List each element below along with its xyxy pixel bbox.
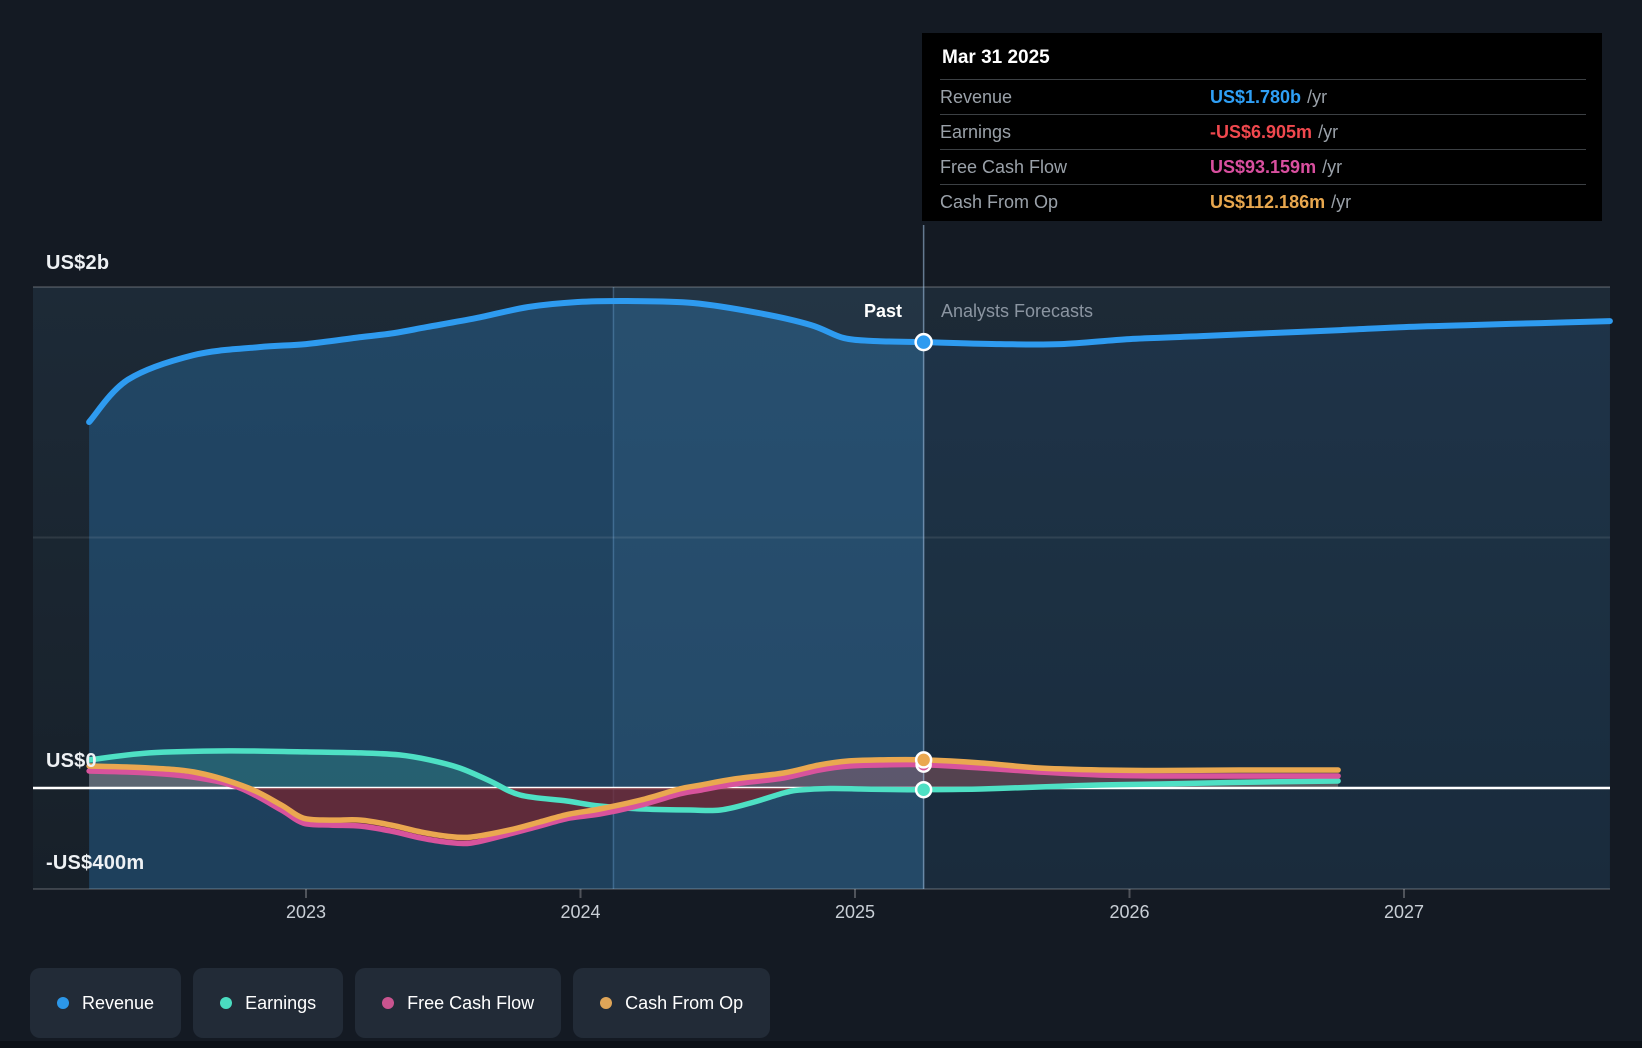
earnings-area (89, 750, 1339, 788)
tooltip-row-label: Earnings (940, 121, 1012, 142)
legend-free-cash-flow[interactable]: Free Cash Flow (355, 968, 562, 1038)
free-cash-flow-area (89, 764, 1339, 788)
tooltip-row-label: Cash From Op (940, 191, 1059, 212)
earnings-line (86, 748, 1341, 814)
revenue-area-forecast (923, 321, 1610, 890)
tooltip-date: Mar 31 2025 (942, 47, 1050, 68)
tooltip-row: Earnings -US$6.905m/yr (940, 114, 1586, 149)
legend-label: Cash From Op (625, 992, 744, 1013)
tooltip-row-value: US$1.780b (1210, 86, 1302, 107)
legend: Revenue Earnings Free Cash Flow Cash From O… (30, 968, 771, 1038)
x-axis-label-2023: 2023 (285, 902, 327, 922)
free-cash-flow-line (86, 761, 1341, 847)
legend-revenue[interactable]: Revenue (30, 968, 182, 1038)
tooltip-row-label: Free Cash Flow (940, 156, 1068, 177)
tooltip-row-suffix: /yr (1322, 156, 1343, 177)
tooltip-row-value: -US$6.905m (1210, 121, 1313, 142)
tooltip-row: Free Cash Flow US$93.159m/yr (940, 149, 1586, 184)
tooltip-row-suffix: /yr (1331, 191, 1352, 212)
tooltip-row-suffix: /yr (1318, 121, 1339, 142)
y-axis-label-2b: US$2b (46, 252, 110, 274)
earnings-dot-icon (220, 997, 233, 1009)
cash-from-op-area (89, 759, 1339, 788)
tooltip-row-value: US$112.186m (1210, 191, 1326, 212)
x-axis-label-2025: 2025 (834, 902, 876, 922)
earnings-marker (914, 780, 933, 799)
x-axis-label-2027: 2027 (1383, 902, 1425, 922)
free-cash-flow-dot-icon (382, 997, 395, 1009)
revenue-area-past (89, 300, 924, 889)
tooltip-row-suffix: /yr (1307, 86, 1328, 107)
legend-label: Revenue (82, 992, 155, 1013)
cash-from-op-marker (914, 751, 933, 769)
revenue-line (86, 297, 1613, 425)
legend-cash-from-op[interactable]: Cash From Op (573, 968, 771, 1038)
cash-from-op-line (86, 756, 1341, 841)
tooltip-rows: Revenue US$1.780b/yr Earnings -US$6.905m/yr… (940, 79, 1586, 219)
cash-from-op-dot-icon (600, 997, 613, 1009)
revenue-marker (914, 332, 933, 352)
revenue-dot-icon (57, 997, 69, 1009)
bottom-strip (0, 1041, 1642, 1048)
tooltip-row-label: Revenue (940, 86, 1013, 107)
tooltip-row: Cash From Op US$112.186m/yr (940, 184, 1586, 219)
tooltip-row: Revenue US$1.780b/yr (940, 79, 1586, 114)
analysts-forecasts-label: Analysts Forecasts (941, 301, 1094, 321)
legend-label: Earnings (245, 992, 317, 1013)
tooltip-row-value: US$93.159m (1210, 156, 1317, 177)
chart-tooltip: Mar 31 2025 Revenue US$1.780b/yr Earnings -… (922, 33, 1602, 221)
x-axis-label-2026: 2026 (1109, 902, 1150, 922)
past-label: Past (863, 301, 902, 321)
x-axis-label-2024: 2024 (560, 902, 601, 922)
legend-earnings[interactable]: Earnings (193, 968, 344, 1038)
y-axis-label-neg400m: -US$400m (46, 852, 145, 874)
legend-label: Free Cash Flow (407, 992, 535, 1013)
y-axis-label-0: US$0 (46, 750, 97, 772)
